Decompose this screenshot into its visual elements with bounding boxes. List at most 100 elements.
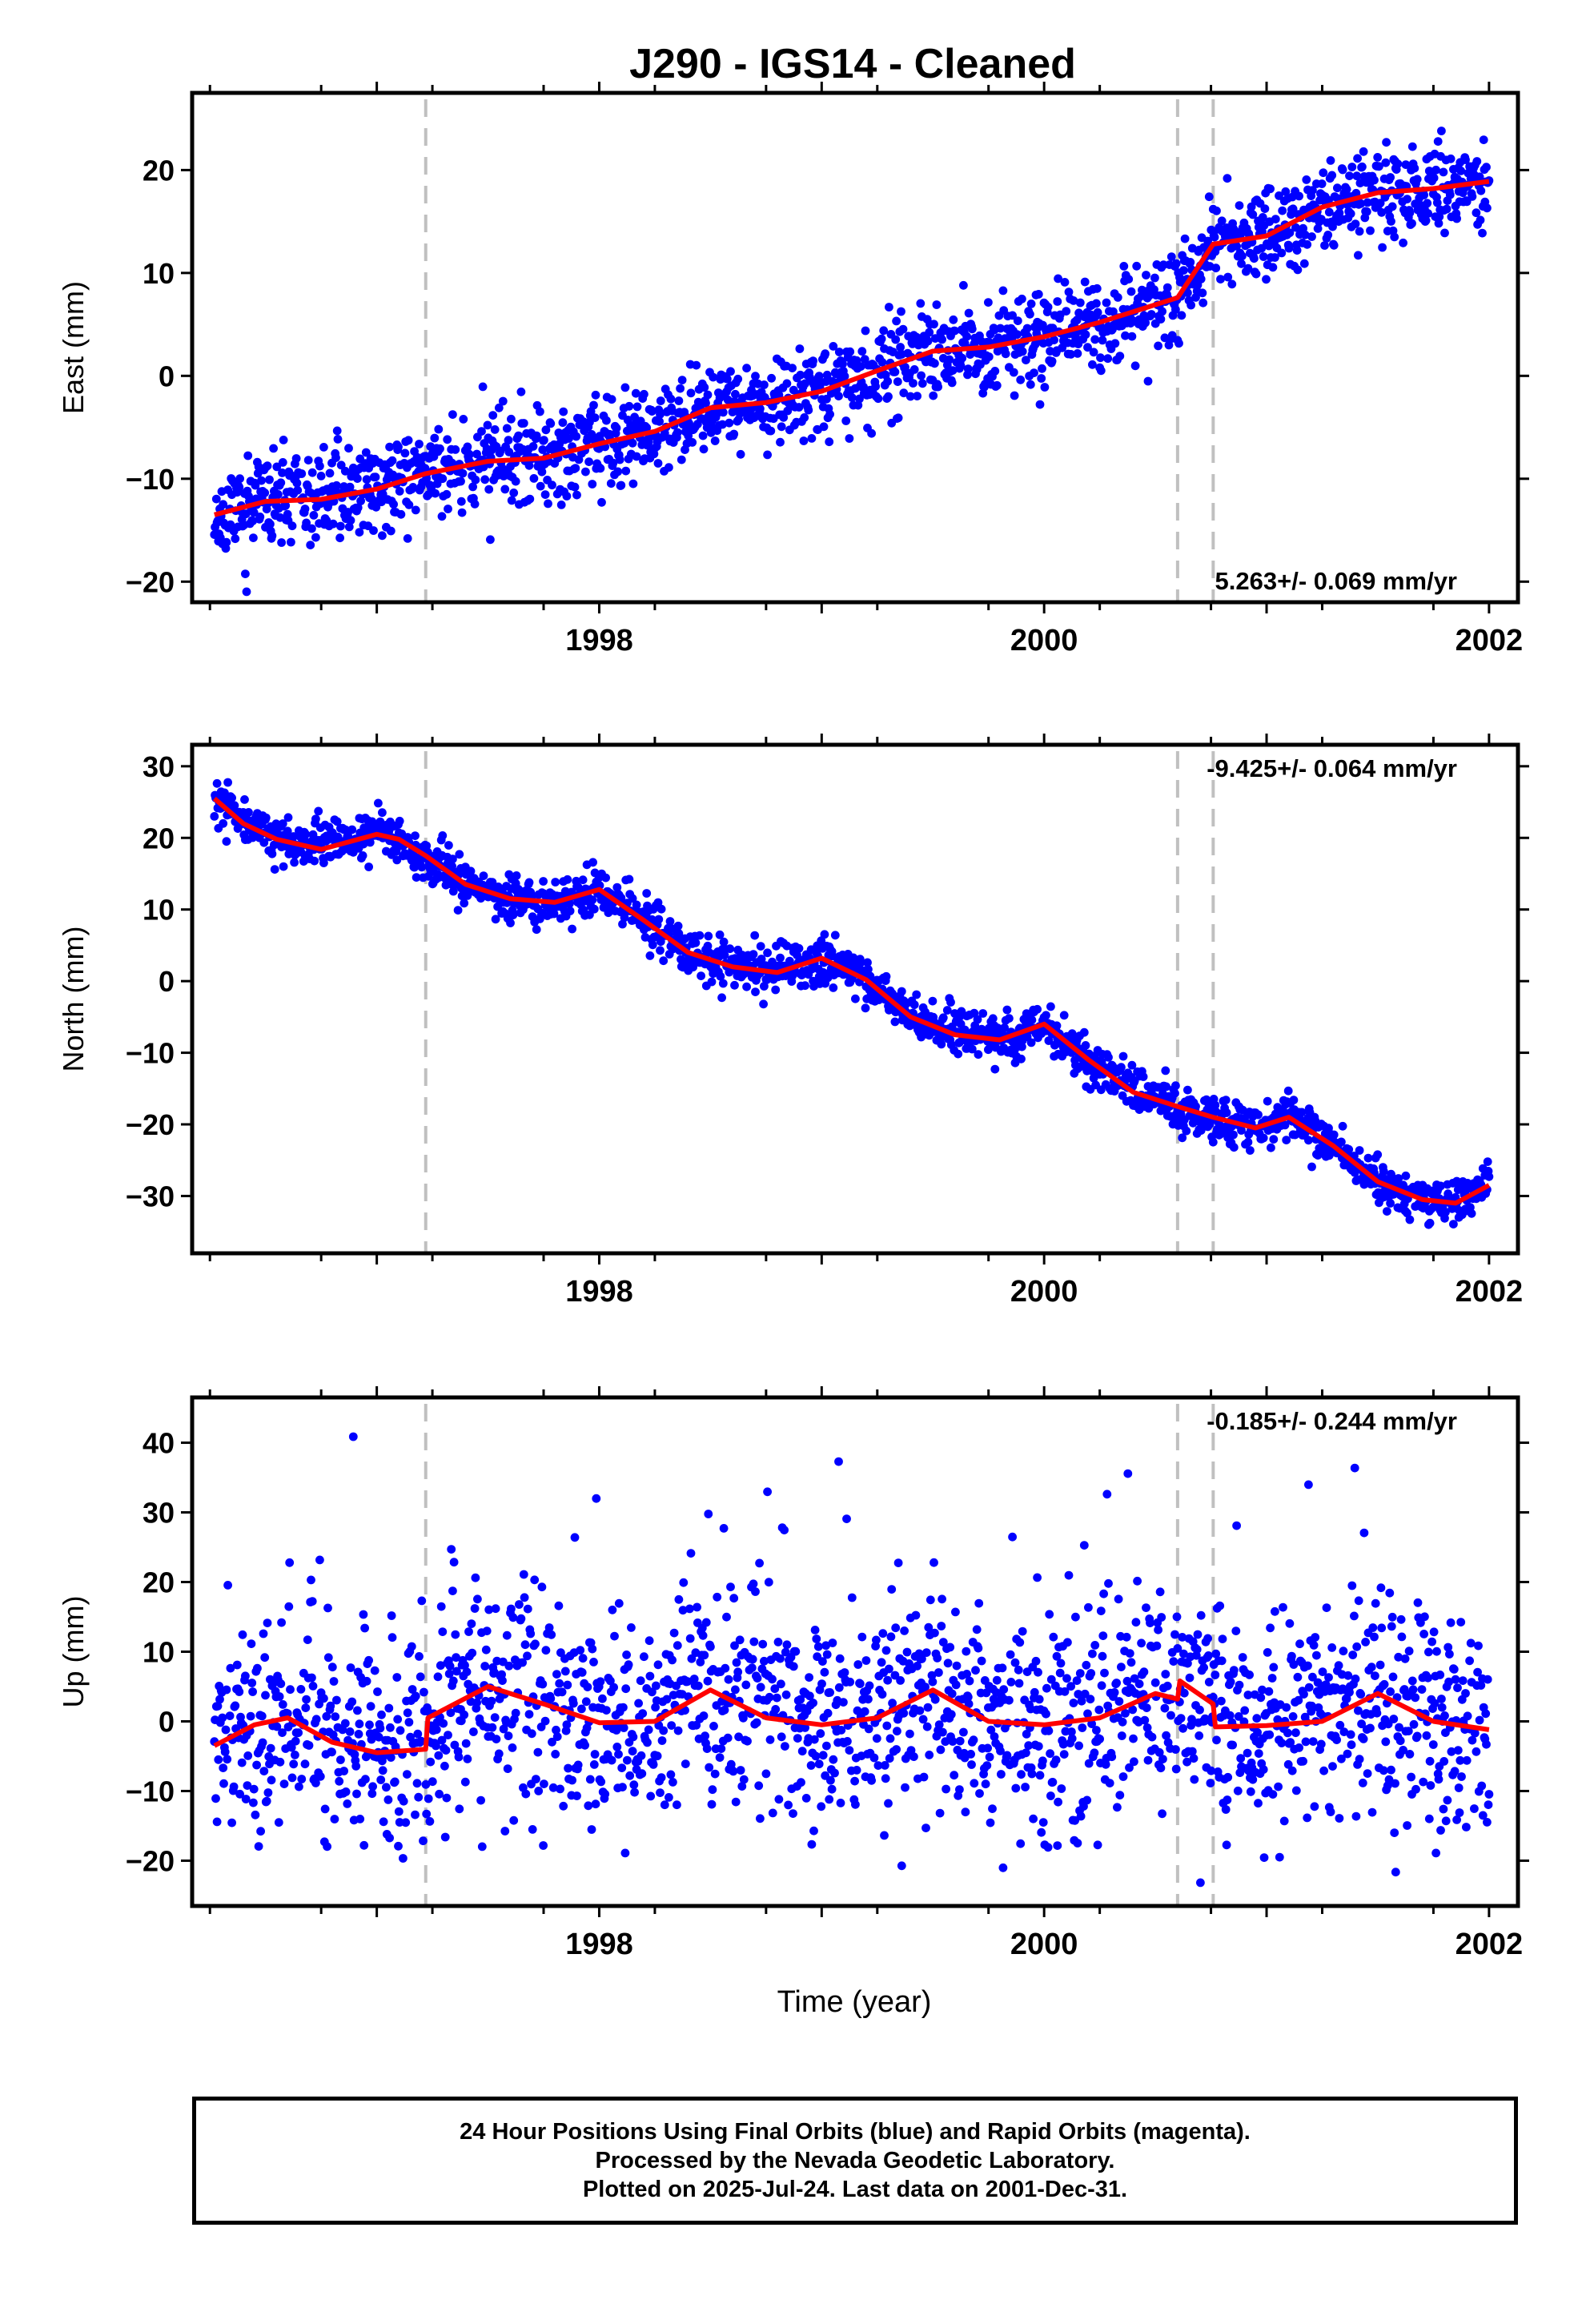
data-point <box>219 818 228 828</box>
data-point <box>241 1671 250 1681</box>
data-point <box>614 1598 624 1608</box>
data-point <box>1102 1490 1112 1499</box>
data-point <box>1363 1153 1373 1163</box>
data-point <box>698 431 708 440</box>
data-point <box>692 360 701 370</box>
data-point <box>1098 1631 1108 1640</box>
data-point <box>411 505 420 515</box>
data-point <box>436 1661 445 1671</box>
data-point <box>408 483 418 492</box>
data-point <box>1440 228 1449 238</box>
data-point <box>616 480 626 490</box>
data-point <box>842 1514 851 1523</box>
data-point <box>1052 1651 1062 1661</box>
data-point <box>1285 228 1295 238</box>
data-point <box>715 930 725 939</box>
data-point <box>507 496 516 505</box>
data-point <box>1046 1749 1054 1759</box>
data-point <box>1445 190 1455 199</box>
data-point <box>502 424 512 433</box>
data-point <box>856 362 865 371</box>
data-point <box>998 1863 1008 1872</box>
data-point <box>1094 1705 1104 1715</box>
data-point <box>328 519 338 529</box>
data-point <box>573 1760 583 1770</box>
data-point <box>637 1769 647 1779</box>
data-point <box>1258 213 1267 222</box>
data-point <box>1217 216 1227 226</box>
data-point <box>677 376 687 384</box>
data-point <box>1235 201 1244 210</box>
data-point <box>422 841 432 850</box>
data-point <box>275 1692 284 1701</box>
data-point <box>818 1751 828 1760</box>
data-point <box>974 1050 983 1059</box>
data-point <box>395 487 404 496</box>
data-point <box>556 1784 564 1794</box>
data-point <box>788 364 797 372</box>
data-point <box>437 512 447 521</box>
data-point <box>767 373 776 383</box>
data-point <box>308 1682 318 1691</box>
data-point <box>885 1734 895 1743</box>
data-point <box>1320 241 1329 250</box>
data-point <box>241 1795 251 1803</box>
data-point <box>881 1774 890 1783</box>
data-point <box>1096 366 1106 376</box>
data-point <box>1472 208 1481 218</box>
data-point <box>751 372 760 381</box>
data-point <box>612 1726 621 1735</box>
data-point <box>580 1740 589 1750</box>
data-point <box>752 1718 761 1727</box>
data-point <box>1075 298 1085 308</box>
data-point <box>1014 1665 1023 1675</box>
data-point <box>226 1663 235 1673</box>
data-point <box>565 907 575 915</box>
data-point <box>628 1732 638 1742</box>
data-point <box>899 1708 909 1718</box>
data-point <box>355 528 364 537</box>
data-point <box>1055 1668 1065 1678</box>
data-point <box>1216 275 1225 283</box>
data-point <box>591 1799 600 1809</box>
data-point <box>656 904 666 914</box>
data-point <box>1076 1811 1086 1821</box>
data-point <box>1081 1041 1090 1050</box>
x-tick-label: 1998 <box>565 624 633 657</box>
data-point <box>362 1676 371 1686</box>
data-point <box>400 448 410 458</box>
data-point <box>1277 248 1287 258</box>
data-point <box>1387 217 1395 226</box>
data-point <box>1030 340 1040 349</box>
data-point <box>541 425 551 435</box>
data-point <box>636 1676 645 1686</box>
data-point <box>311 1715 321 1724</box>
data-point <box>1087 1719 1096 1729</box>
data-point <box>404 501 414 509</box>
data-point <box>952 1661 962 1671</box>
data-point <box>612 424 621 432</box>
y-tick-label: −30 <box>126 1180 175 1212</box>
data-point <box>748 1655 757 1664</box>
data-point <box>951 1607 960 1617</box>
data-point <box>1126 1658 1136 1667</box>
data-point <box>1403 195 1411 204</box>
data-point <box>673 1641 682 1651</box>
data-point <box>544 1623 554 1632</box>
data-point <box>801 1723 809 1732</box>
data-point <box>379 1817 388 1827</box>
data-point <box>249 1798 258 1807</box>
data-point <box>978 1009 988 1018</box>
data-point <box>1432 198 1442 207</box>
data-point <box>829 342 838 351</box>
data-point <box>1027 1015 1037 1024</box>
data-point <box>257 476 266 485</box>
data-point <box>1327 171 1337 180</box>
data-point <box>1156 315 1166 324</box>
data-point <box>760 380 769 389</box>
data-point <box>1033 1573 1042 1582</box>
data-point <box>225 1711 235 1721</box>
data-point <box>1115 352 1125 360</box>
data-point <box>466 866 476 876</box>
